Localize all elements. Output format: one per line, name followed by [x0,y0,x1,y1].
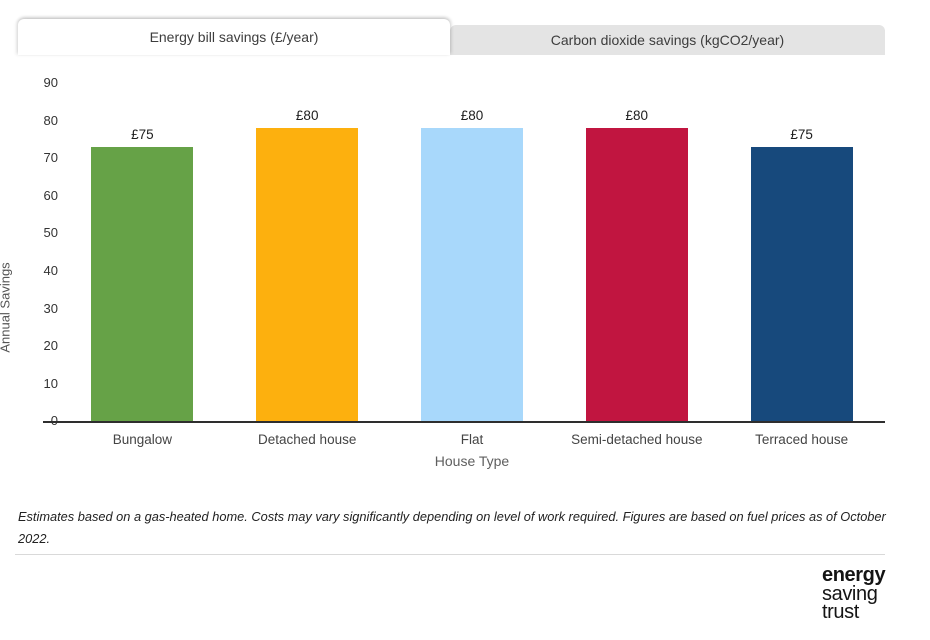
tab-energy-bill-savings[interactable]: Energy bill savings (£/year) [18,19,450,55]
logo-line-saving: saving [822,582,878,605]
y-tick-label: 60 [43,187,58,203]
x-tick-label: Detached house [258,432,357,448]
y-tick-label: 30 [43,300,58,316]
tab-carbon-dioxide-savings[interactable]: Carbon dioxide savings (kgCO2/year) [450,25,885,55]
y-tick-label: 10 [43,375,58,391]
y-tick-label: 80 [43,112,58,128]
x-axis-title: House Type [434,453,510,469]
y-axis-title: Annual Savings [0,262,13,353]
y-tick-label: 20 [43,338,58,354]
bar-semi-detached-house[interactable] [585,128,688,422]
bar-bungalow[interactable] [91,147,194,422]
x-axis-line [43,420,885,424]
logo-line-trust: trust [822,601,859,623]
tab-bar: Energy bill savings (£/year) Carbon diox… [18,19,885,55]
y-tick-label: 90 [43,75,58,91]
x-tick-label: Bungalow [112,432,173,448]
x-tick-label: Flat [460,432,484,448]
bar-chart: Annual Savings 0102030405060708090£75Bun… [0,55,930,475]
bar-value-label: £75 [131,127,154,143]
y-tick-label: 70 [43,150,58,166]
energy-saving-trust-logo: energy saving trust [822,564,886,623]
y-tick-label: 50 [43,225,58,241]
x-tick-label: Terraced house [755,432,849,448]
bar-detached-house[interactable] [256,128,359,422]
bar-flat[interactable] [421,128,523,422]
bar-terraced-house[interactable] [750,147,853,422]
logo-line-energy: energy [822,564,886,586]
bar-value-label: £80 [295,108,319,124]
bar-value-label: £80 [625,108,649,124]
x-tick-label: Semi-detached house [571,432,703,448]
bar-value-label: £75 [790,127,813,143]
bar-value-label: £80 [460,108,484,124]
y-tick-label: 40 [43,262,58,278]
footnote: Estimates based on a gas-heated home. Co… [18,509,886,547]
divider [15,554,885,555]
